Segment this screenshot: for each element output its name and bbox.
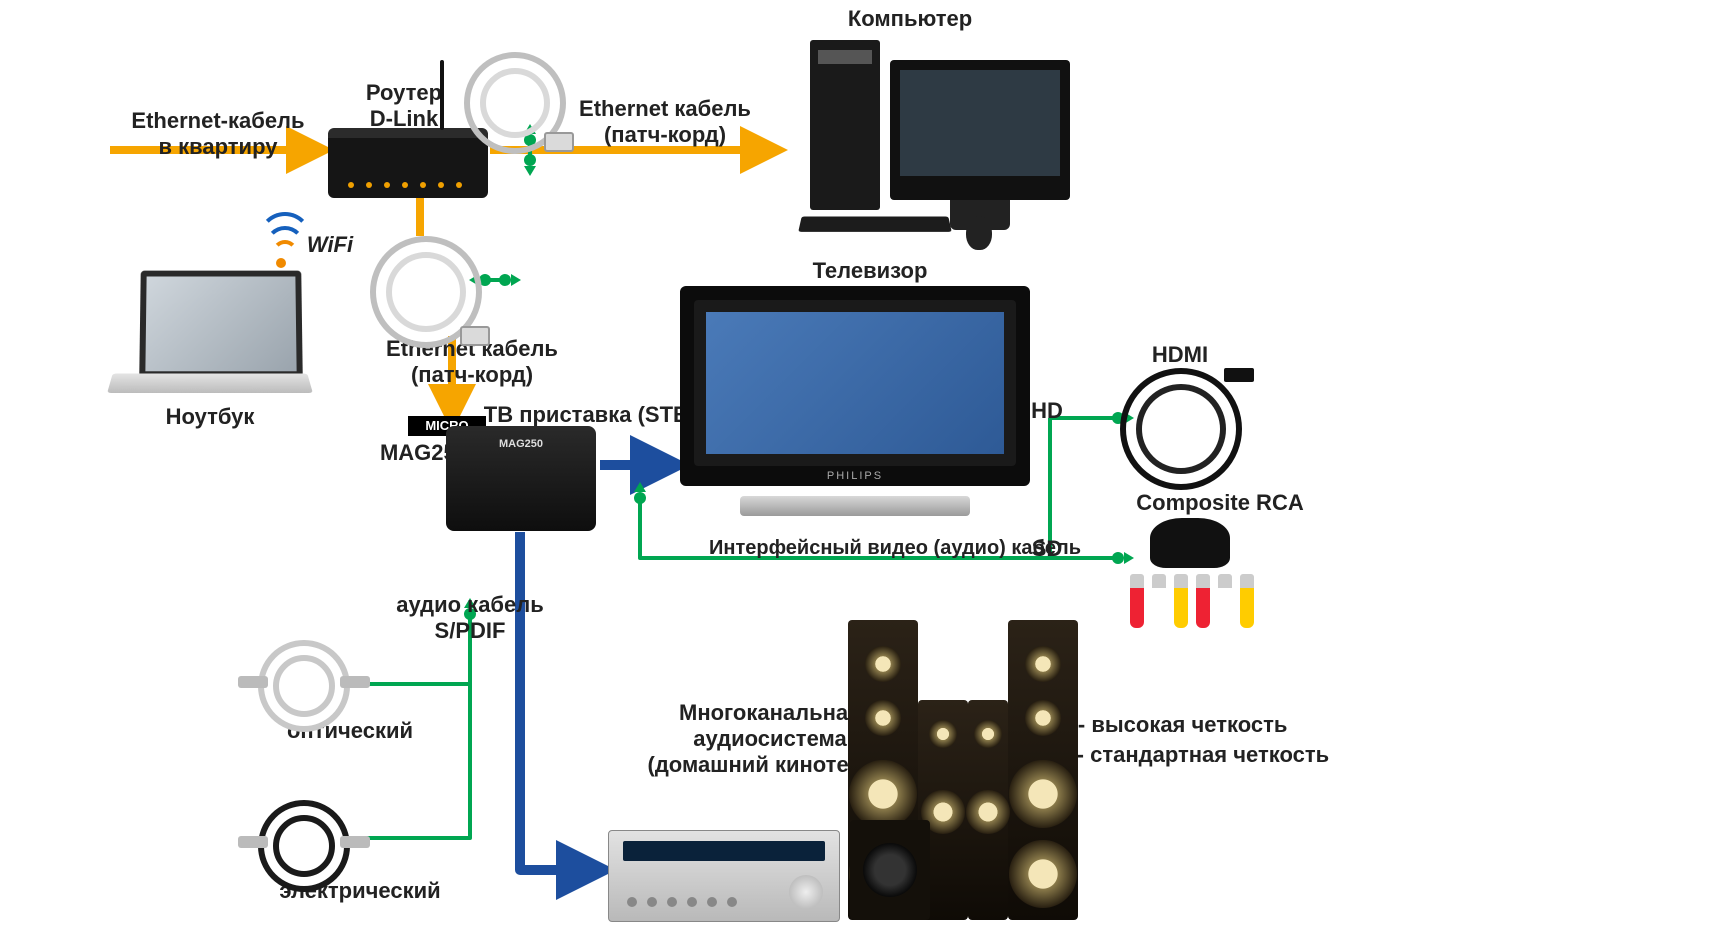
- pc-keyboard: [798, 216, 952, 231]
- ethernet-coil-2: [370, 236, 482, 348]
- label-computer: Компьютер: [830, 6, 990, 32]
- label-laptop: Ноутбук: [150, 404, 270, 430]
- subwoofer: [850, 820, 930, 920]
- pc-monitor: [890, 60, 1070, 200]
- label-ethernet_in: Ethernet-кабель в квартиру: [108, 108, 328, 161]
- arrow-a-elec: [350, 684, 470, 838]
- label-audio_spdif: аудио кабель S/PDIF: [370, 592, 570, 645]
- spdif-electrical: [258, 800, 350, 892]
- label-rca: Composite RCA: [1110, 490, 1330, 516]
- router-device: [328, 128, 488, 198]
- wifi-icon: [246, 218, 316, 272]
- arrow-a-stb-audio: [520, 532, 606, 870]
- connector-dot: [634, 492, 646, 504]
- speaker-mid-2: [968, 700, 1008, 920]
- label-legend_hd: HD - высокая четкость: [1040, 712, 1360, 738]
- label-legend_sd: SD - стандартная четкость: [1040, 742, 1400, 768]
- label-sd: SD: [1022, 536, 1072, 562]
- rca-cable: [1120, 518, 1270, 628]
- label-router: Роутер D-Link: [334, 80, 474, 133]
- connector-dot: [524, 154, 536, 166]
- ethernet-coil-1: [464, 52, 566, 154]
- spdif-optical: [258, 640, 350, 732]
- pc-mouse: [966, 216, 992, 250]
- tv-device: PHILIPS: [680, 286, 1030, 516]
- hdmi-cable: [1120, 368, 1242, 490]
- av-receiver: [608, 830, 840, 922]
- label-tv: Телевизор: [790, 258, 950, 284]
- speaker-right-tall: [1008, 620, 1078, 920]
- label-eth1: Ethernet кабель (патч-корд): [555, 96, 775, 149]
- laptop-device: [110, 270, 310, 400]
- stb-device: MAG250: [446, 426, 596, 531]
- connector-dot: [499, 274, 511, 286]
- label-hdmi: HDMI: [1130, 342, 1230, 368]
- router-antenna: [440, 60, 444, 130]
- pc-tower: [810, 40, 880, 210]
